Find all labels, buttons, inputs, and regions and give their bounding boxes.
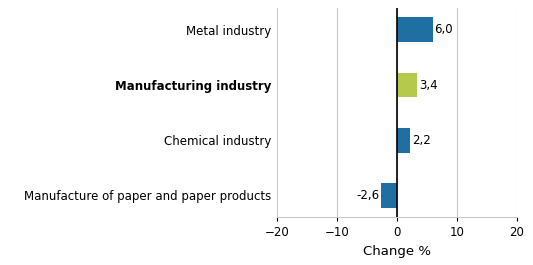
Bar [382, 183, 397, 208]
Text: 2,2: 2,2 [412, 134, 431, 147]
Bar [397, 73, 417, 98]
Text: 3,4: 3,4 [419, 78, 438, 91]
Text: -2,6: -2,6 [357, 189, 380, 202]
Bar [397, 128, 410, 153]
X-axis label: Change %: Change % [363, 245, 431, 258]
Text: 6,0: 6,0 [434, 23, 453, 36]
Bar [397, 17, 433, 42]
